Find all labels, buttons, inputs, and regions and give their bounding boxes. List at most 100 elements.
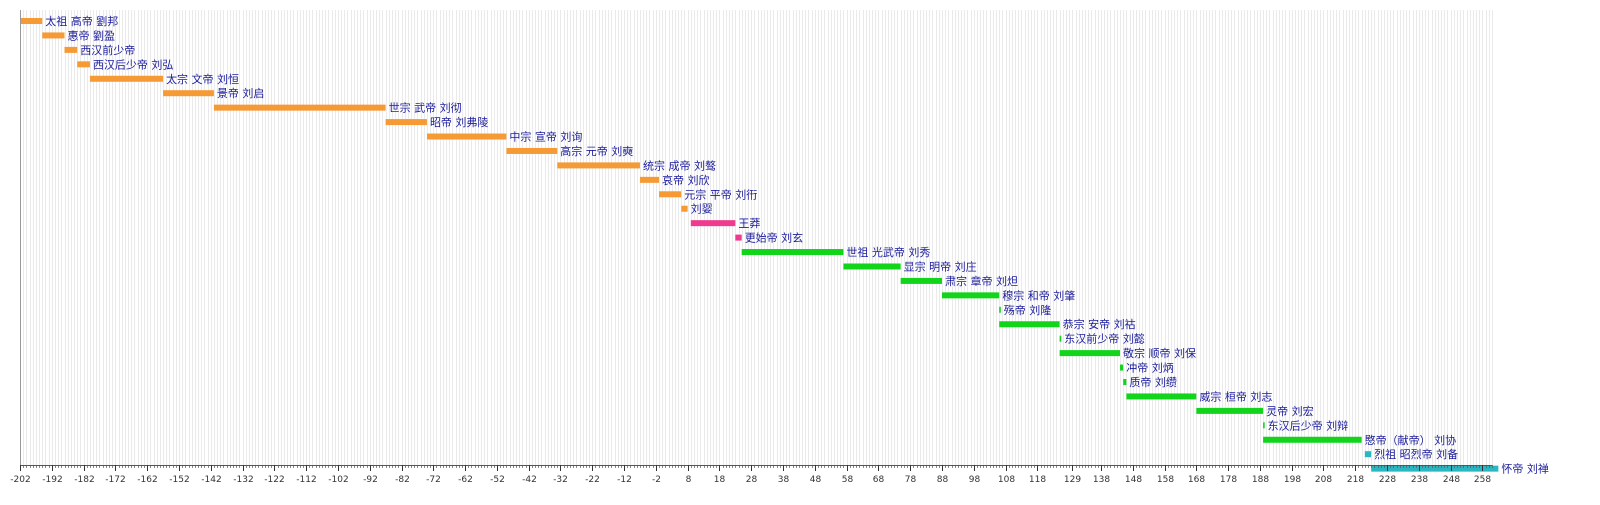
x-tick-label: 188 — [1252, 475, 1269, 485]
reign-label: 惠帝 劉盈 — [68, 28, 116, 42]
x-tick-label: 8 — [686, 475, 692, 485]
x-tick-label: -192 — [42, 475, 62, 485]
x-tick-label: 138 — [1093, 475, 1110, 485]
x-tick-label: 208 — [1315, 475, 1332, 485]
reign-bar — [1126, 393, 1197, 400]
reign-bar — [999, 321, 1060, 328]
x-tick-label: 58 — [842, 475, 854, 485]
reign-bar — [506, 147, 558, 154]
reign-bar — [900, 277, 942, 284]
x-tick-label: -102 — [328, 475, 348, 485]
reign-label: 统宗 成帝 刘骜 — [643, 158, 716, 172]
x-tick-label: 48 — [810, 475, 822, 485]
x-tick-label: -132 — [233, 475, 253, 485]
grid-lines — [20, 10, 1493, 465]
reign-bar — [1263, 436, 1362, 443]
x-tick-label: 198 — [1284, 475, 1301, 485]
x-tick-label: 78 — [905, 475, 917, 485]
x-tick-label: -122 — [264, 475, 284, 485]
reign-label: 昭帝 刘弗陵 — [430, 115, 489, 129]
x-tick-label: -162 — [137, 475, 157, 485]
x-axis: -202 -192 -182 -172 -162 -152 -142 -132 -122 -112… — [10, 10, 1493, 485]
x-tick-label: 168 — [1188, 475, 1205, 485]
reign-label: 灵帝 刘宏 — [1266, 404, 1314, 418]
reign-bar — [999, 306, 1001, 313]
reign-label: 刘婴 — [691, 203, 713, 216]
x-tick-label: 68 — [873, 475, 885, 485]
reign-label: 冲帝 刘炳 — [1126, 361, 1174, 375]
x-tick-label: -2 — [652, 475, 661, 485]
reign-bar — [20, 18, 43, 24]
reign-label: 太祖 高帝 劉邦 — [45, 14, 118, 28]
reign-bar — [42, 32, 65, 39]
x-tick-label: 28 — [746, 475, 758, 485]
x-tick-label: -152 — [169, 475, 189, 485]
x-tick-label: -22 — [585, 475, 600, 485]
reign-label: 中宗 宣帝 刘询 — [509, 130, 582, 144]
reign-label: 哀帝 刘欣 — [662, 173, 710, 187]
x-tick-label: -202 — [10, 475, 30, 485]
reign-bar — [1123, 379, 1127, 385]
reign-bar — [213, 104, 386, 111]
reign-bar — [64, 46, 78, 53]
reign-bar — [681, 205, 688, 212]
reign-label: 肃宗 章帝 刘炟 — [945, 274, 1018, 288]
reign-bar — [1120, 364, 1124, 371]
reign-label: 高宗 元帝 刘奭 — [560, 144, 633, 158]
x-tick-label: 118 — [1029, 475, 1046, 485]
x-tick-label: 248 — [1443, 475, 1460, 485]
x-tick-label: -82 — [395, 475, 410, 485]
x-tick-label: 38 — [778, 475, 790, 485]
reign-label: 怀帝 刘禅 — [1501, 462, 1549, 476]
reign-bar — [1371, 465, 1499, 472]
x-tick-label: 18 — [714, 475, 726, 485]
x-tick-label: -92 — [363, 475, 378, 485]
reign-label: 景帝 刘启 — [217, 86, 265, 100]
x-tick-label: -182 — [74, 475, 94, 485]
reign-bar — [89, 75, 164, 82]
reign-bar — [385, 119, 427, 126]
reign-label: 愍帝（献帝） 刘协 — [1365, 433, 1457, 447]
reign-bar — [1196, 407, 1264, 414]
reign-label: 敬宗 顺帝 刘保 — [1123, 346, 1196, 360]
reign-bar — [735, 234, 742, 241]
x-tick-label: -52 — [490, 475, 505, 485]
x-tick-label: 98 — [969, 475, 981, 485]
reign-bar — [1059, 335, 1062, 342]
reign-label: 世祖 光武帝 刘秀 — [846, 245, 930, 259]
reign-label: 东汉后少帝 刘辩 — [1268, 418, 1349, 432]
reign-bar — [690, 220, 736, 227]
x-tick-label: -172 — [105, 475, 125, 485]
reign-bar — [639, 176, 660, 183]
x-tick-label: 238 — [1411, 475, 1428, 485]
reign-label: 西汉前少帝 — [80, 43, 135, 57]
reign-label: 太宗 文帝 刘恒 — [166, 72, 239, 86]
reign-bar — [843, 263, 901, 270]
reign-label: 烈祖 昭烈帝 刘备 — [1374, 447, 1458, 461]
reign-label: 质帝 刘缵 — [1129, 375, 1177, 389]
x-tick-label: 158 — [1157, 475, 1174, 485]
x-tick-label: -142 — [201, 475, 221, 485]
reign-bar — [741, 249, 844, 256]
reign-label: 王莽 — [738, 217, 760, 230]
reign-bar — [1263, 422, 1265, 429]
x-tick-label: -62 — [458, 475, 473, 485]
x-tick-label: -32 — [553, 475, 568, 485]
reign-bar — [1364, 451, 1372, 458]
reign-label: 显宗 明帝 刘庄 — [904, 259, 977, 273]
reign-label: 世宗 武帝 刘彻 — [389, 101, 462, 115]
x-tick-label: 129 — [1064, 475, 1081, 485]
reign-bar — [941, 292, 1000, 299]
reign-bar — [77, 61, 90, 68]
reign-bar — [557, 162, 640, 169]
reign-bar — [659, 191, 682, 198]
x-tick-label: 178 — [1220, 475, 1237, 485]
x-tick-label: 88 — [937, 475, 949, 485]
x-tick-label: -72 — [426, 475, 441, 485]
reign-label: 恭宗 安帝 刘祜 — [1063, 317, 1136, 331]
reign-bar — [426, 133, 507, 140]
x-tick-label: 108 — [998, 475, 1015, 485]
reign-label: 威宗 桓帝 刘志 — [1199, 389, 1272, 403]
